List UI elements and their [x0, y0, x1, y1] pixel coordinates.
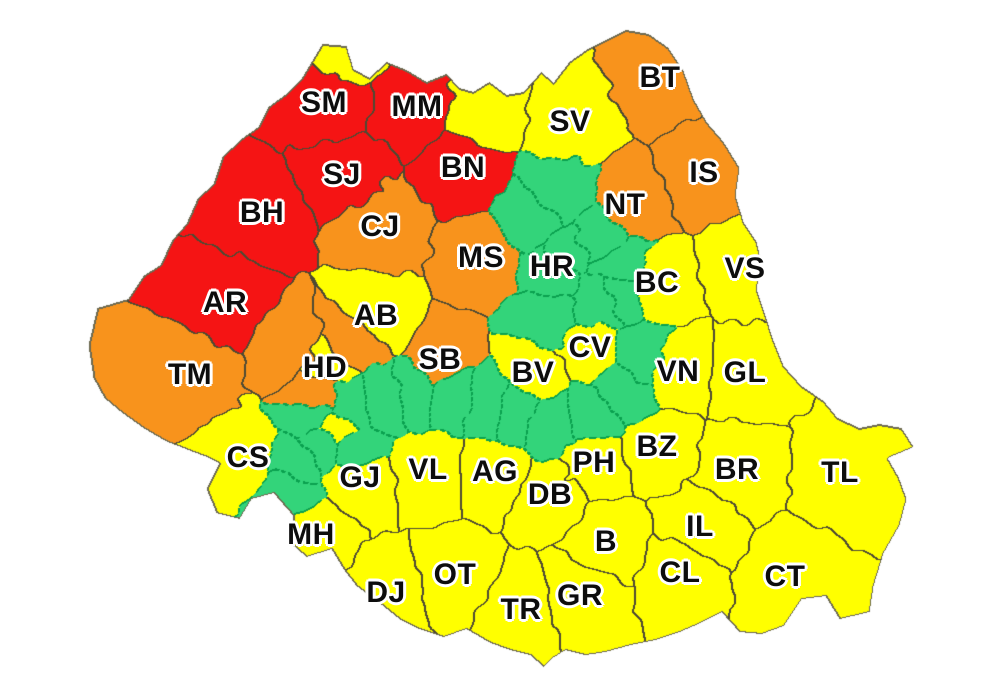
- weather-warning-map-page: SM MM BT SV SJ BN IS BH NT CJ MS HR BC VS AR AB CV SB BV HD…: [0, 0, 1000, 688]
- romania-county-map: SM MM BT SV SJ BN IS BH NT CJ MS HR BC VS AR AB CV SB BV HD…: [0, 0, 1000, 688]
- romania-map-canvas: [0, 0, 1000, 688]
